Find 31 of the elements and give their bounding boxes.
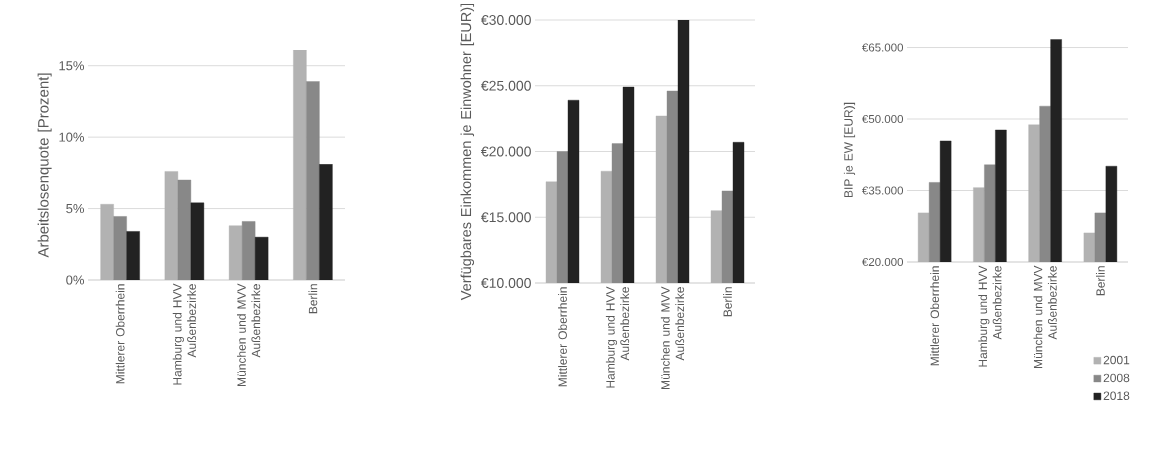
y-tick-label: €35.000 [862, 186, 904, 195]
y-axis-title: Arbeitslosenquote [Prozent] [37, 73, 52, 258]
x-tick-label: Hamburg und HVV Außenbezirke [172, 283, 196, 385]
legend-label: 2018 [1103, 391, 1130, 400]
y-tick-label: €20.000 [480, 146, 531, 157]
x-tick-label: Hamburg und HVV Außenbezirke [605, 286, 630, 388]
legend-label: 2008 [1103, 373, 1130, 383]
y-tick-label: 10% [59, 132, 85, 142]
y-tick-label: €10.000 [480, 278, 531, 288]
y-tick-label: €25.000 [480, 80, 531, 91]
x-tick-label: Mittlerer Oberrhein [558, 287, 567, 387]
x-tick-label: Hamburg und HVV Außenbezirke [978, 265, 1002, 367]
x-tick-label: München und MVV Außenbezirke [1033, 265, 1057, 368]
y-tick-label: €65.000 [862, 43, 904, 52]
x-tick-label: München und MVV Außenbezirke [660, 286, 685, 389]
legend-label: 2001 [1103, 355, 1130, 365]
x-tick-label: Berlin [1095, 266, 1105, 296]
y-tick-label: 0% [66, 275, 85, 285]
y-tick-label: €15.000 [480, 212, 531, 223]
y-tick-label: €50.000 [862, 114, 904, 124]
y-axis-title: Verfügbares Einkommen je Einwohner [EUR)] [460, 3, 475, 301]
x-tick-label: Mittlerer Oberrhein [930, 266, 940, 366]
x-tick-label: Mittlerer Oberrhein [115, 284, 125, 384]
x-tick-label: Berlin [308, 284, 318, 314]
x-tick-label: Berlin [723, 287, 732, 317]
x-tick-label: München und MVV Außenbezirke [237, 283, 261, 386]
y-tick-label: €30.000 [480, 15, 531, 25]
y-tick-label: 15% [59, 61, 85, 71]
y-tick-label: €20.000 [862, 257, 904, 267]
y-tick-label: 5% [66, 204, 85, 214]
y-axis-title: BIP je EW [EUR)] [843, 102, 856, 198]
